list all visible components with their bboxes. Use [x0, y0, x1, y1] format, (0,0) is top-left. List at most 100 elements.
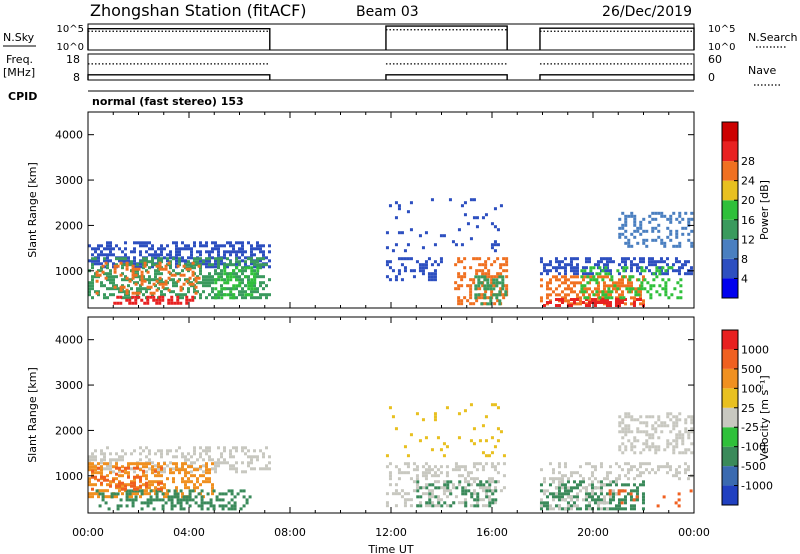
velocity-cell: [155, 489, 159, 493]
power-cell: [253, 278, 257, 282]
power-cell: [477, 284, 481, 288]
velocity-cell: [620, 489, 624, 493]
velocity-cell: [121, 449, 124, 453]
power-cell: [545, 284, 549, 288]
velocity-cell: [121, 486, 124, 490]
power-cell: [545, 296, 549, 300]
velocity-cell: [181, 495, 184, 499]
power-cell: [477, 281, 481, 285]
power-cell: [211, 281, 214, 285]
power-cell: [199, 272, 202, 276]
velocity-cell: [683, 471, 687, 475]
power-cell: [134, 298, 138, 302]
velocity-cell: [157, 465, 160, 469]
velocity-cell: [181, 477, 184, 481]
power-cell: [148, 275, 151, 279]
power-cell: [628, 278, 632, 282]
power-cell: [158, 276, 162, 280]
power-cell: [184, 259, 187, 263]
velocity-cell: [439, 498, 443, 502]
velocity-cell: [200, 495, 204, 499]
power-cell: [148, 260, 151, 264]
velocity-cell: [560, 480, 564, 484]
power-cell: [566, 287, 570, 291]
velocity-cell: [139, 475, 142, 479]
power-cell: [545, 287, 549, 291]
velocity-cell: [88, 495, 91, 499]
velocity-cell: [499, 489, 503, 493]
power-cell: [142, 266, 145, 270]
velocity-cell: [449, 492, 453, 496]
power-cell: [160, 250, 163, 254]
power-cell: [618, 226, 622, 230]
power-cell: [244, 260, 247, 264]
power-cell: [152, 298, 156, 302]
power-cell: [627, 241, 631, 245]
velocity-cell: [424, 492, 428, 496]
velocity-cell: [130, 462, 133, 466]
velocity-cell: [140, 501, 144, 505]
power-ytick-label: 1000: [55, 265, 83, 278]
power-cell: [256, 272, 259, 276]
velocity-cell: [433, 415, 437, 419]
velocity-cell: [684, 418, 688, 422]
power-cell: [623, 302, 627, 306]
velocity-cell: [638, 465, 642, 469]
power-cell: [620, 257, 624, 261]
velocity-cell: [636, 430, 640, 434]
velocity-cell: [487, 480, 491, 484]
velocity-cell: [656, 468, 660, 472]
power-cell: [474, 296, 478, 300]
velocity-cell: [91, 492, 94, 496]
power-colorbar-swatch: [722, 141, 738, 162]
velocity-cell: [584, 495, 588, 499]
power-cell: [621, 232, 625, 236]
power-cell: [624, 235, 628, 239]
velocity-cell: [551, 492, 555, 496]
power-colorbar-label: 24: [741, 175, 755, 188]
power-cell: [397, 257, 401, 261]
power-cell: [617, 284, 621, 288]
power-cell: [563, 287, 567, 291]
power-cell: [151, 265, 154, 269]
velocity-cell: [557, 480, 561, 484]
power-cell: [88, 287, 91, 291]
velocity-cell: [172, 471, 175, 475]
power-cell: [587, 287, 591, 291]
power-cell: [472, 281, 476, 285]
velocity-cell: [182, 498, 186, 502]
velocity-cell: [100, 452, 103, 456]
velocity-cell: [403, 504, 407, 508]
power-cell: [244, 293, 248, 297]
power-cell: [645, 229, 649, 233]
power-cell: [262, 253, 265, 257]
power-cell: [587, 299, 591, 303]
power-cell: [469, 287, 473, 291]
velocity-cell: [202, 458, 205, 462]
power-cell: [631, 287, 635, 291]
power-cell: [496, 257, 500, 261]
velocity-cell: [611, 492, 615, 496]
power-cell: [481, 296, 485, 300]
power-cell: [155, 301, 159, 305]
power-cell: [601, 269, 605, 273]
power-cell: [602, 281, 606, 285]
velocity-cell: [690, 421, 694, 425]
power-cell: [578, 299, 582, 303]
power-cell: [563, 257, 567, 261]
power-cell: [608, 293, 612, 297]
power-cell: [629, 296, 633, 300]
power-cell: [98, 273, 102, 277]
power-cell: [244, 266, 248, 270]
velocity-colorbar-label: 100: [741, 382, 762, 395]
power-cell: [660, 241, 664, 245]
power-cell: [469, 278, 473, 282]
power-cell: [463, 296, 467, 300]
power-cell: [167, 288, 171, 292]
velocity-cell: [548, 462, 552, 466]
power-cell: [187, 266, 190, 270]
velocity-cell: [442, 492, 446, 496]
power-cell: [575, 263, 579, 267]
velocity-cell: [157, 449, 160, 453]
power-cell: [490, 290, 494, 294]
